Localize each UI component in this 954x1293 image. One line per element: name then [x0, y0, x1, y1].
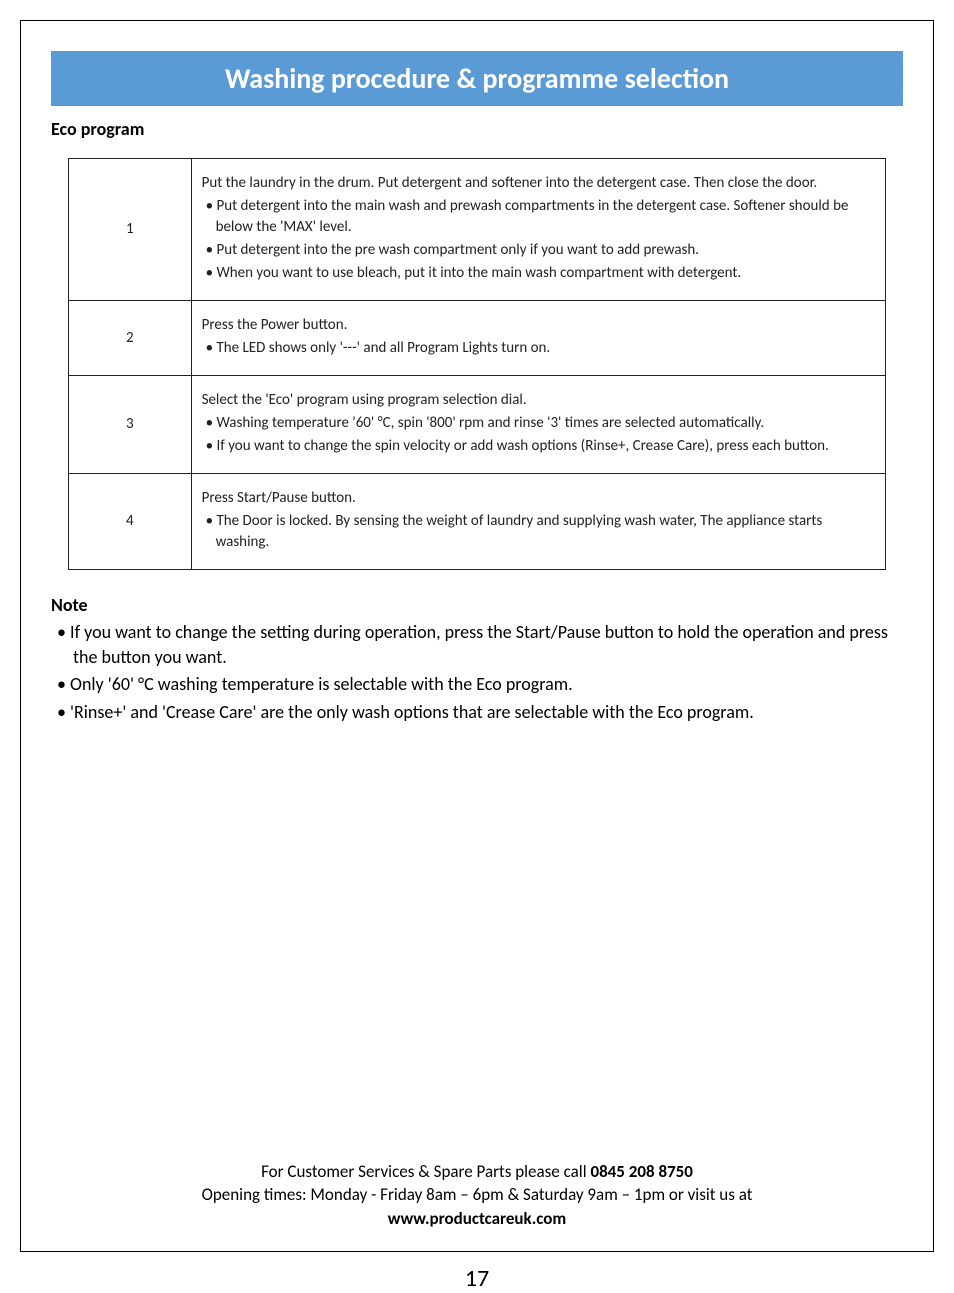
footer-phone: 0845 208 8750 — [590, 1161, 692, 1182]
footer-prefix: For Customer Services & Spare Parts plea… — [261, 1161, 590, 1182]
step-text: Put the laundry in the drum. Put deterge… — [202, 173, 875, 194]
steps-table: 1 Put the laundry in the drum. Put deter… — [68, 158, 886, 570]
step-number: 1 — [69, 159, 192, 301]
note-item: If you want to change the setting during… — [51, 620, 903, 670]
step-content: Put the laundry in the drum. Put deterge… — [191, 159, 885, 301]
step-text: Press Start/Pause button. — [202, 488, 875, 509]
step-bullet: • Washing temperature '60' °C, spin '800… — [202, 413, 875, 434]
title-bar: Washing procedure & programme selection — [51, 51, 903, 106]
step-number: 3 — [69, 376, 192, 474]
step-text: Press the Power button. — [202, 315, 875, 336]
notes-list: If you want to change the setting during… — [51, 620, 903, 725]
section-heading: Eco program — [51, 118, 903, 140]
step-text: Select the 'Eco' program using program s… — [202, 390, 875, 411]
page-border: Washing procedure & programme selection … — [20, 20, 934, 1252]
step-content: Press Start/Pause button. • The Door is … — [191, 474, 885, 570]
step-bullet: • When you want to use bleach, put it in… — [202, 263, 875, 284]
step-bullet: • Put detergent into the pre wash compar… — [202, 240, 875, 261]
step-content: Select the 'Eco' program using program s… — [191, 376, 885, 474]
step-bullet: • The Door is locked. By sensing the wei… — [202, 511, 875, 553]
footer-line-3: www.productcareuk.com — [21, 1207, 933, 1231]
table-row: 4 Press Start/Pause button. • The Door i… — [69, 474, 886, 570]
footer-url: www.productcareuk.com — [388, 1208, 567, 1229]
note-item: Only '60' °C washing temperature is sele… — [51, 672, 903, 697]
step-number: 2 — [69, 301, 192, 376]
step-bullet: • Put detergent into the main wash and p… — [202, 196, 875, 238]
step-bullet: • If you want to change the spin velocit… — [202, 436, 875, 457]
step-number: 4 — [69, 474, 192, 570]
footer-line-1: For Customer Services & Spare Parts plea… — [21, 1160, 933, 1184]
page-number: 17 — [20, 1264, 934, 1293]
footer-line-2: Opening times: Monday - Friday 8am – 6pm… — [21, 1183, 933, 1207]
step-content: Press the Power button. • The LED shows … — [191, 301, 885, 376]
note-item: 'Rinse+' and 'Crease Care' are the only … — [51, 700, 903, 725]
footer: For Customer Services & Spare Parts plea… — [21, 1160, 933, 1231]
step-bullet: • The LED shows only '---' and all Progr… — [202, 338, 875, 359]
table-row: 3 Select the 'Eco' program using program… — [69, 376, 886, 474]
table-row: 2 Press the Power button. • The LED show… — [69, 301, 886, 376]
table-row: 1 Put the laundry in the drum. Put deter… — [69, 159, 886, 301]
note-heading: Note — [51, 594, 903, 616]
